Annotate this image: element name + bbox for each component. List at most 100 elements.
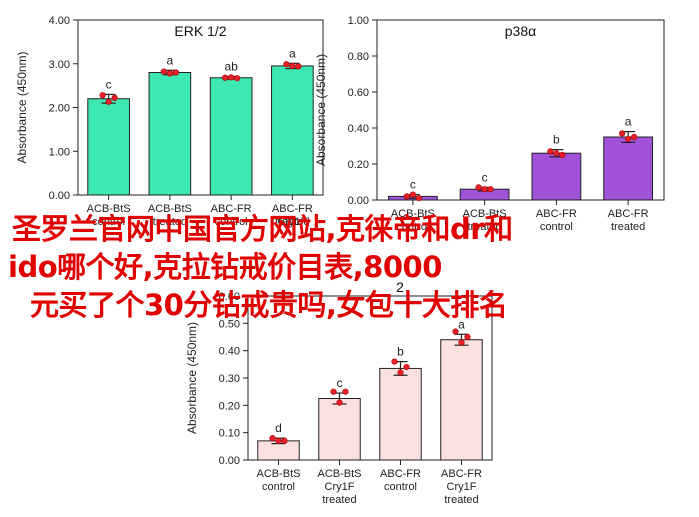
panel-2-point-4-2 [625, 135, 632, 142]
panel-1-xtick-label-4: ABC-FR [272, 203, 313, 215]
panel-2-xtick-label-4: treated [611, 221, 645, 233]
panel-3-point-2-2 [336, 399, 343, 406]
panel-1-sig-label-2: a [167, 53, 174, 67]
panel-2-xtick-label-2: treated [468, 221, 502, 233]
panel-2-sig-label-1: c [410, 178, 416, 192]
panel-2-xtick-label-2: ACB-BtS [463, 208, 507, 220]
panel-1-point-4-2 [289, 62, 296, 70]
panel-3-xtick-label-4: treated [444, 494, 478, 506]
panel-3-point-2-1 [330, 388, 337, 395]
panel-3-ytick-label: 0.10 [219, 428, 240, 440]
panel-1-ytick-label: 4.00 [49, 15, 70, 27]
panel-2-xtick-label-3: control [540, 221, 573, 233]
panel-2-point-4-3 [631, 133, 638, 141]
panel-3-bar-2 [318, 398, 361, 461]
panel-1-point-4-1 [283, 61, 290, 68]
panel-1-xtick-label-2: treated [153, 216, 187, 228]
panel-3-point-1-1 [269, 435, 276, 442]
panel-2-point-1-1 [403, 193, 410, 200]
panel-3-sig-label-3: b [397, 345, 404, 359]
panel-1-ytick-label: 2.00 [49, 103, 70, 115]
panel-1-point-1-1 [99, 92, 106, 99]
panel-3-point-1-3 [281, 437, 288, 444]
panel-1-xtick-label-1: control [92, 216, 125, 228]
panel-3-xtick-label-2: ACB-BtS [317, 468, 361, 480]
panel-3-xtick-label-2: Cry1F [325, 481, 355, 493]
panel-2-sig-label-3: b [553, 133, 560, 147]
panel-3-ytick-label: 0.00 [219, 455, 240, 467]
panel-3-point-3-2 [397, 369, 404, 376]
panel-2-ytick-label: 0.00 [348, 195, 369, 207]
panel-1-point-3-2 [228, 74, 235, 81]
panel-3-point-4-3 [464, 333, 471, 341]
panel-2-sig-label-4: a [625, 115, 632, 129]
panel-2-xtick-label-1: ACB-BtS [391, 208, 435, 220]
panel-3-point-1-2 [275, 437, 282, 444]
panel-2-xtick-label-1: control [396, 221, 429, 233]
panel-3-ylabel: Absorbance (450nm) [185, 322, 199, 434]
panel-1-bar-1 [87, 98, 130, 196]
panel-2-bar-3 [531, 152, 582, 201]
panel-2-title: p38α [505, 23, 536, 39]
panel-3-bar-3 [379, 367, 422, 461]
panel-1-ytick-label: 1.00 [49, 146, 70, 158]
panel-2-ytick-label: 0.60 [348, 87, 369, 99]
panel-3-xtick-label-2: treated [322, 494, 356, 506]
panel-2-point-2-3 [487, 186, 494, 193]
panel-3-sig-label-2: c [337, 376, 343, 390]
panel-2-sig-label-2: c [482, 170, 488, 184]
panel-3-xtick-label-1: control [262, 481, 295, 493]
panel-2-point-2-1 [475, 184, 482, 191]
panel-2-point-3-1 [547, 148, 554, 155]
panel-3-title-fragment: 2 [396, 279, 404, 295]
overlay-text-line-2: ido哪个好,克拉钻戒价目表,8000 [8, 250, 442, 284]
panel-2-ylabel: Absorbance (450nm) [314, 54, 328, 166]
panel-2-xtick-label-4: ABC-FR [608, 208, 649, 220]
panel-3-ytick-label: 0.60 [219, 291, 240, 303]
panel-3-bar-4 [440, 339, 483, 461]
panel-2-bar-4 [603, 136, 654, 201]
panel-3-point-4-1 [452, 328, 459, 335]
panel-1-title: ERK 1/2 [174, 23, 226, 39]
panel-2-ytick-label: 0.20 [348, 159, 369, 171]
panel-1-ytick-label: 0.00 [49, 190, 70, 202]
panel-1-ytick-label: 3.00 [49, 59, 70, 71]
panel-3-xtick-label-3: control [384, 481, 417, 493]
panel-2-point-4-1 [619, 130, 626, 137]
panel-1-xtick-label-3: control [215, 216, 248, 228]
panel-2-ytick-label: 0.40 [348, 123, 369, 135]
panel-3-point-4-2 [458, 339, 465, 346]
panel-2-frame [376, 19, 665, 201]
panel-1-point-1-2 [105, 98, 112, 105]
panel-1-ylabel: Absorbance (450nm) [15, 51, 29, 163]
panel-3-ytick-label: 0.20 [219, 400, 240, 412]
panel-1-point-4-3 [295, 63, 302, 70]
panel-3-xtick-label-4: ABC-FR [441, 468, 482, 480]
panel-3-ytick-label: 0.50 [219, 318, 240, 330]
panel-3-xtick-label-4: Cry1F [447, 481, 477, 493]
panel-1-xtick-label-4-extra: Cry1F [277, 216, 307, 228]
overlay-text-line-1: 圣罗兰官网中国官方网站,克徕帝和dr和 [12, 212, 513, 246]
panel-1-point-3-1 [222, 74, 229, 81]
panel-1-xtick-label-2: ACB-BtS [148, 203, 192, 215]
panel-3-xtick-label-1: ACB-BtS [256, 468, 300, 480]
panel-3-sig-label-4: a [458, 317, 465, 331]
panel-1-bar-4 [271, 65, 314, 196]
overlay-text-line-3: 元买了个30分钻戒贵吗,女包十大排名 [30, 288, 508, 322]
panel-1-point-3-3 [234, 75, 241, 82]
panel-2-point-3-3 [559, 151, 566, 159]
panel-2-point-3-2 [553, 150, 560, 157]
panel-1-bar-3 [209, 77, 253, 196]
panel-2-ytick-label: 0.80 [348, 51, 369, 63]
panel-1-xtick-label-1: ACB-BtS [87, 203, 131, 215]
panel-1-sig-label-1: c [106, 77, 112, 91]
panel-3-ytick-label: 0.30 [219, 373, 240, 385]
panel-2-xtick-label-3: ABC-FR [536, 208, 577, 220]
panel-2-point-1-2 [409, 191, 416, 198]
panel-3-sig-label-1: d [275, 421, 282, 435]
panel-3-ytick-label: 0.40 [219, 346, 240, 358]
panel-1-xtick-label-3: ABC-FR [211, 203, 252, 215]
panel-1-xtick-label-4: treated [275, 216, 309, 228]
panel-1-point-2-3 [172, 69, 179, 76]
